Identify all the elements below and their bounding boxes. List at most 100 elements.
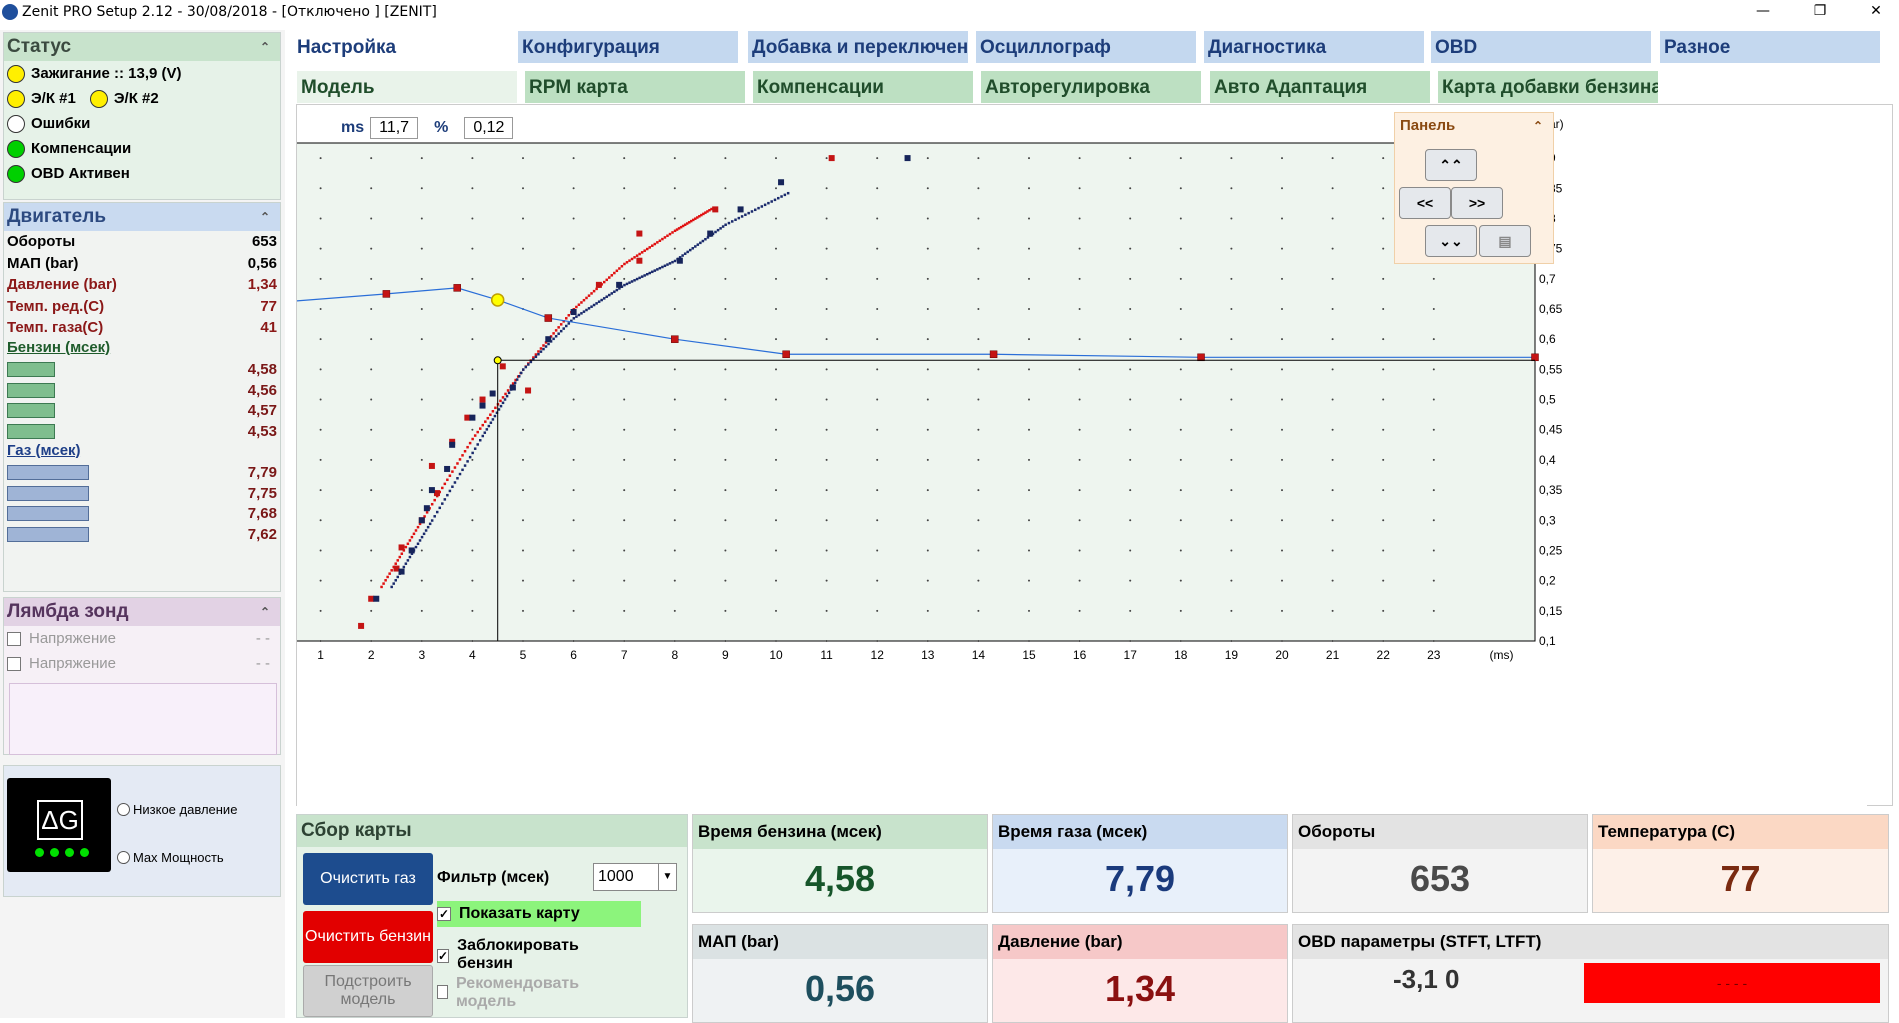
tab-autoregulation[interactable]: Авторегулировка — [980, 70, 1202, 104]
scroll-down-button[interactable]: ⌄⌄ — [1425, 225, 1477, 257]
red-trend-point — [484, 420, 487, 423]
navy-point — [737, 206, 744, 213]
navy-trend-point — [747, 211, 750, 215]
chevron-down-icon[interactable]: ▼ — [658, 864, 676, 890]
scroll-left-button[interactable]: << — [1399, 187, 1451, 219]
max-power-radio[interactable]: Max Мощность — [117, 850, 224, 865]
build-model-button[interactable]: Подстроить модель — [303, 965, 433, 1017]
navy-point — [707, 230, 714, 237]
grid-dot — [673, 428, 676, 431]
lambda-header[interactable]: Лямбда зонд ⌃ — [4, 598, 280, 626]
navy-point — [418, 517, 425, 524]
grid-dot — [471, 338, 474, 341]
red-trend-point — [590, 292, 593, 295]
navy-trend-point — [497, 408, 501, 411]
tab-oscilloscope[interactable]: Осциллограф — [975, 30, 1197, 64]
grid-dot — [926, 157, 929, 160]
scroll-right-button[interactable]: >> — [1451, 187, 1503, 219]
model-chart[interactable]: 0,20,30,40,50,60,70,80,911,11,21,31,41,5… — [296, 104, 1894, 807]
lambda-checkbox[interactable] — [7, 657, 21, 672]
tab-misc[interactable]: Разное — [1659, 30, 1881, 64]
lock-petrol-checkbox[interactable]: ✓ Заблокировать бензин — [437, 937, 597, 973]
lambda-row[interactable]: Напряжение - - — [4, 626, 280, 651]
engine-header[interactable]: Двигатель ⌃ — [4, 203, 280, 231]
y-right-tick: 0,65 — [1539, 302, 1563, 316]
tab-obd[interactable]: OBD — [1430, 30, 1652, 64]
x-tick: 3 — [418, 648, 425, 662]
collapse-icon[interactable]: ⌃ — [1532, 119, 1543, 133]
maximize-button[interactable]: ❐ — [1813, 3, 1827, 19]
lambda-row[interactable]: Напряжение - - — [4, 651, 280, 676]
status-label: Э/К #2 — [113, 90, 159, 107]
grid-dot — [775, 157, 777, 160]
grid-dot — [1129, 458, 1132, 461]
navy-point — [444, 465, 451, 472]
grid-dot — [673, 308, 676, 310]
navy-trend-point — [582, 310, 586, 313]
navy-trend-point — [394, 579, 397, 582]
box-value: 4,58 — [804, 858, 876, 899]
collapse-icon[interactable]: ⌃ — [259, 605, 270, 619]
grid-dot — [1028, 458, 1030, 461]
red-trend-point — [476, 430, 479, 434]
grid-dot — [1230, 187, 1233, 190]
grid-dot — [1078, 549, 1081, 552]
status-ignition: Зажигание :: 13,9 (V) — [4, 61, 280, 86]
grid-dot — [1331, 338, 1334, 341]
status-header[interactable]: Статус ⌃ — [4, 33, 280, 61]
grid-dot — [876, 338, 879, 341]
temperature-box: Температура (С) 77 — [1592, 814, 1889, 913]
tab-configuration[interactable]: Конфигурация — [517, 30, 739, 64]
grid-dot — [1078, 428, 1081, 431]
grid-dot — [522, 579, 524, 582]
tab-diagnostics[interactable]: Диагностика — [1203, 30, 1425, 64]
navy-trend-point — [547, 342, 550, 346]
panel-header[interactable]: Панель ⌃ — [1395, 113, 1553, 139]
clear-petrol-button[interactable]: Очистить бензин — [303, 911, 433, 963]
tab-auto-adaptation[interactable]: Авто Адаптация — [1209, 70, 1431, 104]
checkbox-icon[interactable] — [437, 985, 449, 999]
collapse-icon[interactable]: ⌃ — [259, 40, 270, 54]
grid-dot — [1230, 157, 1233, 160]
tab-model[interactable]: Модель — [296, 70, 518, 104]
petrol-heading: Бензин (мсек) — [7, 338, 111, 356]
filter-select[interactable]: 1000 ▼ — [593, 863, 677, 891]
navy-trend-point — [485, 428, 489, 431]
low-pressure-radio[interactable]: Низкое давление — [117, 802, 237, 817]
recommend-model-checkbox[interactable]: Рекомендовать модель — [437, 975, 597, 1011]
clear-gas-button[interactable]: Очистить газ — [303, 853, 433, 905]
grid-dot — [319, 217, 322, 220]
red-trend-point — [423, 515, 426, 518]
navy-trend-point — [433, 515, 436, 518]
collapse-icon[interactable]: ⌃ — [259, 210, 270, 224]
radio-icon[interactable] — [117, 851, 130, 864]
gas-heading: Газ (мсек) — [7, 441, 81, 459]
tab-addition[interactable]: Добавка и переключение — [747, 30, 969, 64]
clipboard-icon[interactable]: ▤ — [1479, 225, 1531, 257]
lambda-checkbox[interactable] — [7, 632, 21, 647]
tab-rpm-map[interactable]: RPM карта — [524, 70, 746, 104]
grid-dot — [977, 368, 980, 371]
grid-dot — [471, 247, 474, 250]
tab-petrol-addition-map[interactable]: Карта добавки бензина — [1437, 70, 1659, 104]
chart-svg[interactable]: 0,20,30,40,50,60,70,80,911,11,21,31,41,5… — [297, 105, 1894, 807]
grid-dot — [1129, 277, 1132, 280]
petrol-row: 4,56 — [4, 380, 280, 401]
scroll-up-button[interactable]: ⌃⌃ — [1425, 149, 1477, 181]
radio-icon[interactable] — [117, 803, 130, 816]
navy-trend-point — [491, 418, 495, 421]
close-button[interactable]: ✕ — [1870, 3, 1882, 19]
show-map-checkbox[interactable]: ✓ Показать карту — [437, 901, 641, 927]
checkbox-icon[interactable]: ✓ — [437, 949, 450, 963]
checkbox-icon[interactable]: ✓ — [437, 907, 451, 921]
red-point — [449, 438, 456, 445]
tab-compensation[interactable]: Компенсации — [752, 70, 974, 104]
tab-settings[interactable]: Настройка — [292, 30, 514, 64]
navy-trend-point — [777, 196, 780, 200]
minimize-button[interactable]: — — [1756, 3, 1770, 19]
red-trend-point — [653, 242, 657, 246]
grid-dot — [471, 157, 474, 160]
grid-dot — [876, 428, 879, 431]
red-trend-point — [544, 341, 548, 344]
grid-dot — [1432, 609, 1435, 612]
